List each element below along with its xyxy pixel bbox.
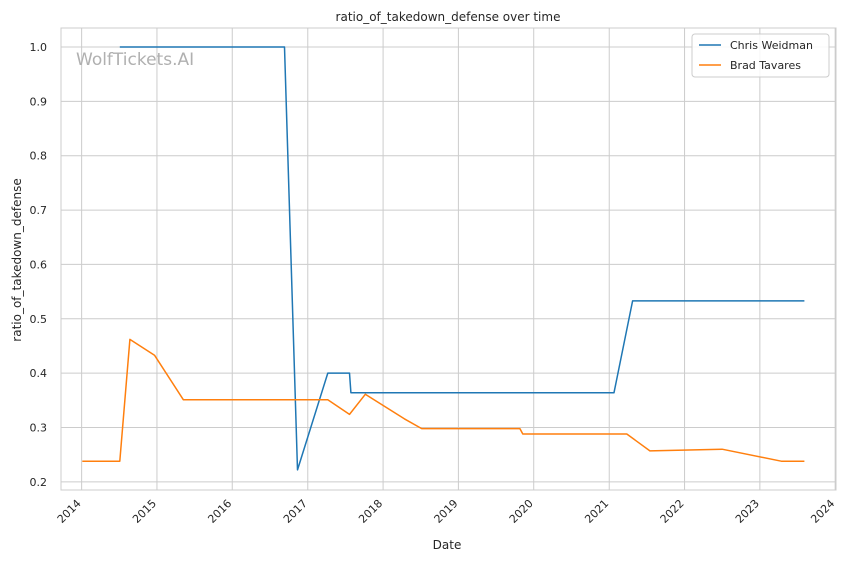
- x-tick-label: 2015: [130, 497, 159, 526]
- y-axis-ticks: 0.2 0.3 0.4 0.5 0.6 0.7 0.8 0.9 1.0: [30, 41, 48, 489]
- y-tick-label: 0.6: [30, 258, 48, 271]
- x-tick-label: 2018: [356, 497, 385, 526]
- x-tick-label: 2024: [808, 497, 837, 526]
- y-tick-label: 0.5: [30, 313, 48, 326]
- legend-box: [691, 33, 830, 78]
- x-axis-ticks: 2014 2015 2016 2017 2018 2019 2020 2021 2022 2023…: [55, 497, 838, 526]
- x-tick-label: 2020: [507, 497, 536, 526]
- series-line-chris-weidman: [119, 46, 805, 471]
- x-tick-label: 2016: [205, 497, 234, 526]
- legend-label-brad-tavares: Brad Tavares: [730, 59, 801, 72]
- plot-background: [60, 27, 837, 491]
- y-tick-label: 0.3: [30, 421, 48, 434]
- watermark: WolfTickets.AI: [76, 50, 194, 70]
- y-tick-label: 0.2: [30, 476, 48, 489]
- x-tick-label: 2019: [432, 497, 461, 526]
- y-tick-label: 0.7: [30, 204, 48, 217]
- legend-label-chris-weidman: Chris Weidman: [730, 39, 813, 52]
- series-line-brad-tavares: [82, 338, 805, 462]
- x-tick-label: 2014: [55, 497, 84, 526]
- y-tick-label: 0.8: [30, 150, 48, 163]
- legend: Chris Weidman Brad Tavares: [691, 33, 830, 78]
- x-tick-label: 2021: [582, 497, 611, 526]
- series-layer: [82, 46, 805, 471]
- x-tick-label: 2023: [733, 497, 762, 526]
- x-tick-label: 2022: [658, 497, 687, 526]
- y-axis-label: ratio_of_takedown_defense: [10, 178, 24, 341]
- x-axis-label: Date: [433, 538, 462, 552]
- y-tick-label: 0.4: [30, 367, 48, 380]
- y-tick-label: 1.0: [30, 41, 48, 54]
- y-tick-label: 0.9: [30, 95, 48, 108]
- x-tick-label: 2017: [281, 497, 310, 526]
- chart-title: ratio_of_takedown_defense over time: [336, 10, 561, 24]
- grid: [61, 28, 836, 490]
